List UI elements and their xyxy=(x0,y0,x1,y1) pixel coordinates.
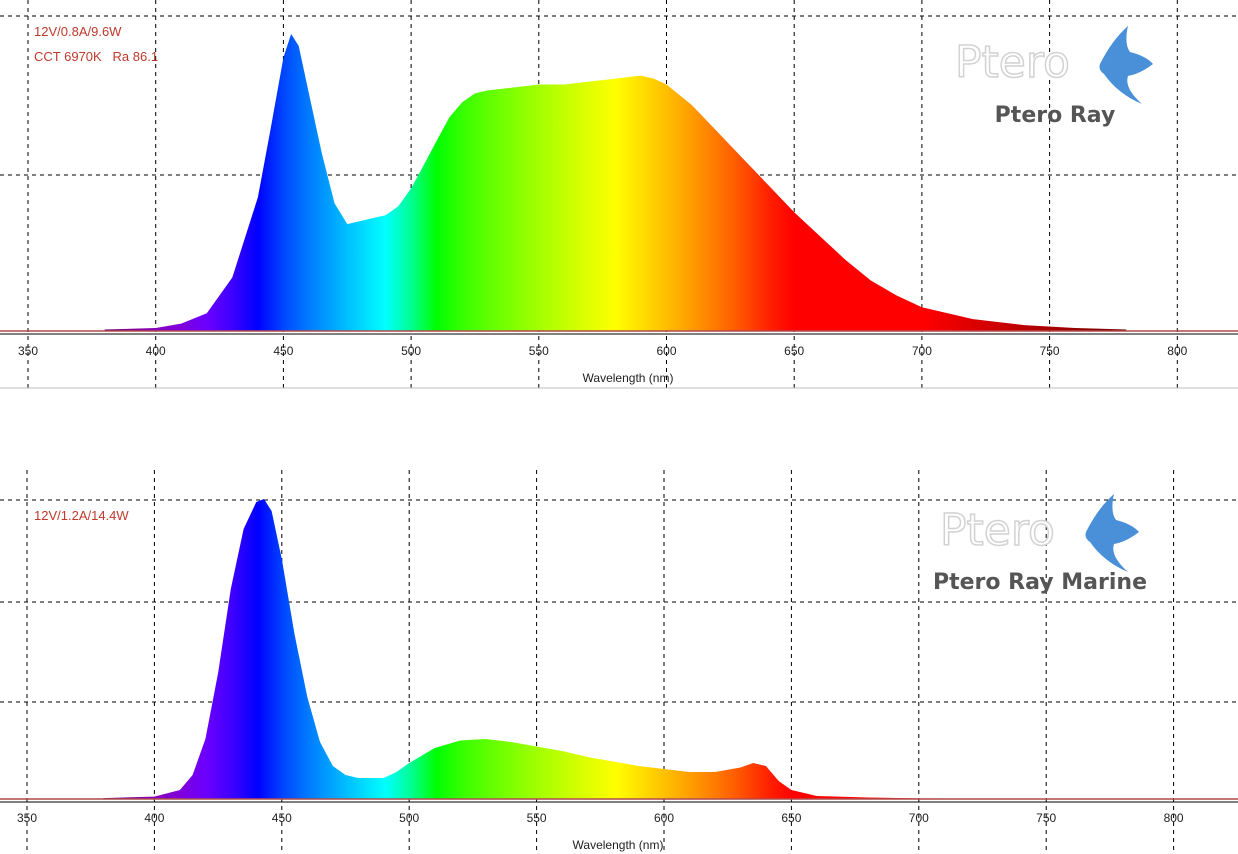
x-tick-labels: 350 400 450 500 550 600 650 700 750 800 xyxy=(17,811,1184,825)
power-annotation: 12V/0.8A/9.6W xyxy=(34,24,122,39)
ptero-logo: Ptero xyxy=(939,494,1139,572)
x-tick-label: 750 xyxy=(1040,344,1060,358)
x-axis-label: Wavelength (nm) xyxy=(573,838,664,852)
spectrum-chart-ptero-ray-marine: 350 400 450 500 550 600 650 700 750 800 Wavelengt… xyxy=(0,470,1238,854)
angelfish-icon xyxy=(1099,26,1153,104)
x-tick-label: 350 xyxy=(17,811,37,825)
x-axis-label: Wavelength (nm) xyxy=(583,371,674,385)
x-tick-label: 750 xyxy=(1036,811,1056,825)
grid-lines xyxy=(0,470,1238,854)
cct-annotation: CCT 6970K Ra 86.1 xyxy=(34,49,158,64)
x-tick-label: 700 xyxy=(909,811,929,825)
x-tick-label: 500 xyxy=(401,344,421,358)
spectrum-chart-ptero-ray: 350 400 450 500 550 600 650 700 750 800 Wavelengt… xyxy=(0,0,1238,388)
x-tick-label: 600 xyxy=(654,811,674,825)
x-tick-label: 800 xyxy=(1167,344,1187,358)
x-tick-label: 450 xyxy=(273,344,293,358)
spectrum-area xyxy=(103,499,1123,799)
x-tick-label: 450 xyxy=(272,811,292,825)
x-tick-labels: 350 400 450 500 550 600 650 700 750 800 xyxy=(18,344,1188,358)
x-tick-label: 400 xyxy=(144,811,164,825)
x-tick-label: 650 xyxy=(784,344,804,358)
brand-label: Ptero Ray Marine xyxy=(933,570,1147,595)
svg-text:Ptero: Ptero xyxy=(955,37,1070,88)
x-tick-label: 550 xyxy=(527,811,547,825)
power-annotation: 12V/1.2A/14.4W xyxy=(34,508,129,523)
brand-label: Ptero Ray xyxy=(995,103,1116,128)
x-tick-label: 350 xyxy=(18,344,38,358)
svg-text:Ptero: Ptero xyxy=(940,505,1055,556)
x-tick-label: 400 xyxy=(146,344,166,358)
x-tick-label: 600 xyxy=(656,344,676,358)
x-tick-label: 550 xyxy=(529,344,549,358)
x-tick-label: 800 xyxy=(1164,811,1184,825)
x-tick-label: 650 xyxy=(781,811,801,825)
angelfish-icon xyxy=(1085,494,1139,572)
x-tick-label: 700 xyxy=(912,344,932,358)
x-tick-label: 500 xyxy=(399,811,419,825)
ptero-logo: Ptero xyxy=(954,26,1153,104)
